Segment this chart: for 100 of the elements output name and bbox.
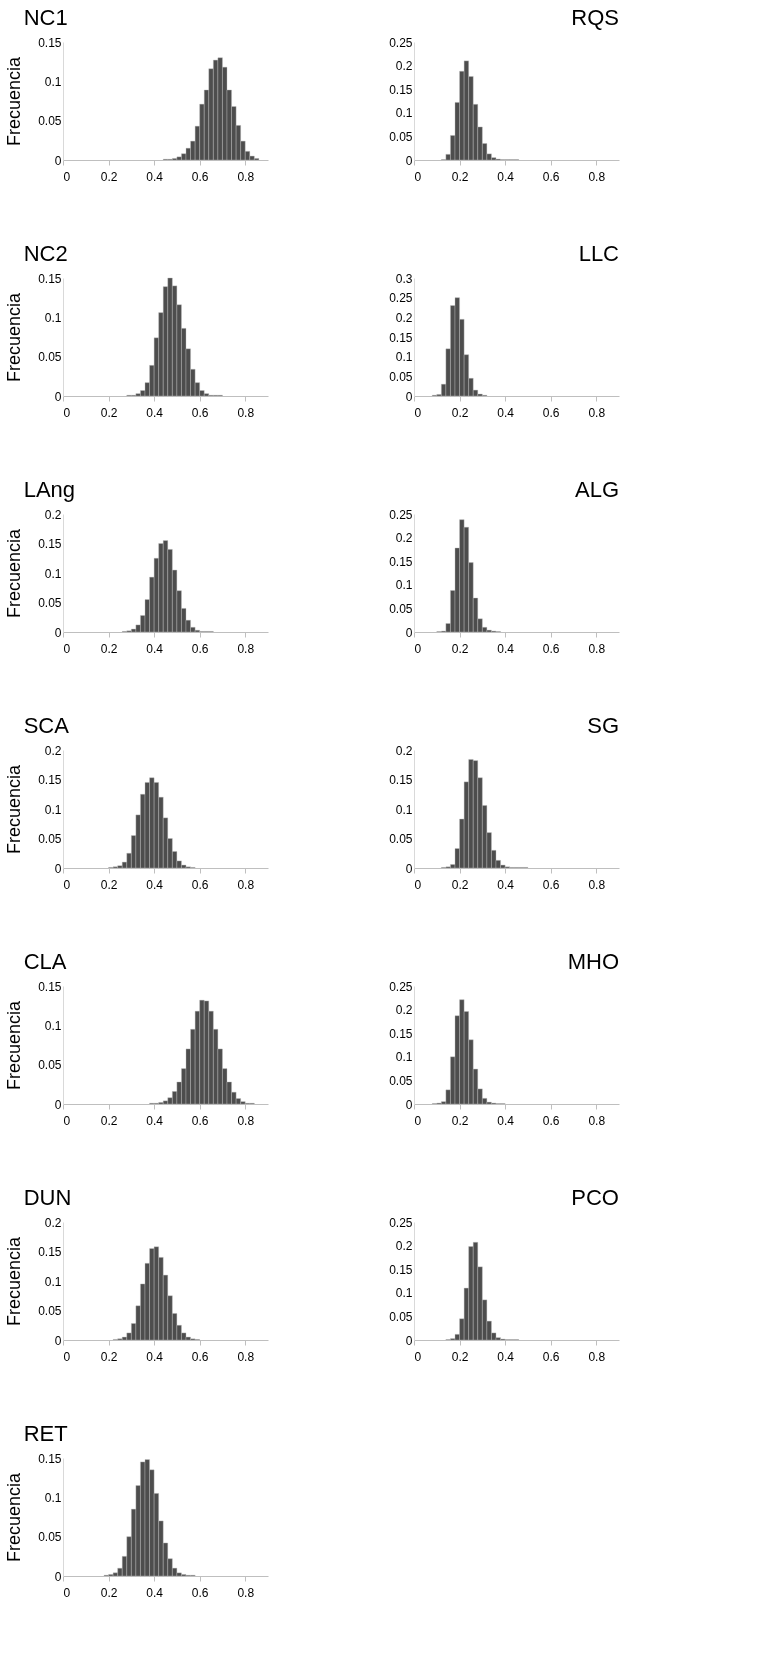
y-tick-label: 0.1 [44,74,62,89]
x-tick-label: 0.8 [588,1113,606,1128]
x-tick-label: 0.4 [497,169,515,184]
x-tick-label: 0.6 [542,877,560,892]
x-tick-label: 0.2 [451,641,469,656]
y-tick-label: 0.1 [44,1490,62,1505]
y-tick-label: 0.2 [44,743,62,758]
y-tick-label: 0.05 [389,369,413,384]
y-tick-label: 0.2 [395,743,413,758]
x-tick-label: 0.2 [451,1113,469,1128]
x-tick-label: 0.8 [237,877,255,892]
y-axis-title: Frecuencia [4,55,25,147]
y-tick-label: 0 [405,153,413,168]
chart-title: ALG [574,477,619,502]
x-tick-label: 0.8 [588,641,606,656]
y-tick-label: 0.15 [38,35,62,50]
chart-title: MHO [567,949,619,974]
y-axis-title: Frecuencia [4,999,25,1091]
x-tick-label: 0.6 [542,169,560,184]
chart-title: CLA [23,949,67,974]
y-tick-label: 0.2 [44,1215,62,1230]
y-tick-label: 0.1 [395,106,413,121]
x-tick-label: 0.2 [100,1585,118,1600]
y-tick-label: 0.05 [389,1309,413,1324]
x-tick-label: 0.2 [100,169,118,184]
x-tick-label: 0.4 [497,641,515,656]
x-tick-label: 0.8 [237,1585,255,1600]
chart-title: NC1 [23,5,68,30]
x-tick-label: 0.8 [588,405,606,420]
x-tick-label: 0.6 [191,169,209,184]
y-tick-label: 0.05 [389,832,413,846]
y-tick-label: 0.25 [389,507,413,522]
y-tick-label: 0.2 [395,59,413,74]
y-tick-label: 0.2 [395,310,413,325]
y-tick-label: 0.05 [38,1304,62,1318]
y-tick-label: 0.25 [389,979,413,994]
y-tick-label: 0 [405,1333,413,1348]
y-tick-label: 0.1 [395,802,413,817]
x-tick-label: 0.2 [100,1113,118,1128]
x-tick-label: 0.8 [237,169,255,184]
y-tick-label: 0.05 [38,114,62,129]
x-tick-label: 0.2 [100,877,118,892]
y-tick-label: 0 [405,389,413,404]
y-tick-label: 0.1 [395,1050,413,1065]
y-tick-label: 0.15 [389,1026,413,1041]
y-tick-label: 0.1 [44,566,62,581]
y-tick-label: 0 [405,861,413,876]
chart-title: RET [23,1421,68,1446]
x-tick-label: 0.2 [451,169,469,184]
y-tick-label: 0.3 [395,271,413,286]
x-tick-label: 0.6 [191,877,209,892]
y-tick-label: 0 [54,1097,62,1112]
y-tick-label: 0.05 [38,350,62,365]
x-tick-label: 0.6 [542,1349,560,1364]
x-tick-label: 0.4 [497,1349,515,1364]
x-tick-label: 0.2 [100,405,118,420]
x-tick-label: 0.8 [588,1349,606,1364]
y-tick-label: 0 [54,153,62,168]
chart-title: LLC [578,241,620,266]
x-tick-label: 0.2 [451,877,469,892]
y-tick-label: 0.05 [389,129,413,144]
y-axis-title: Frecuencia [4,1235,25,1327]
x-tick-label: 0.2 [451,405,469,420]
y-tick-label: 0 [54,1569,62,1584]
chart-title: LAng [23,477,76,502]
x-tick-label: 0.4 [146,405,164,420]
x-tick-label: 0.4 [146,1113,164,1128]
x-tick-label: 0.4 [146,877,164,892]
x-tick-label: 0.6 [191,641,209,656]
y-axis-title: Frecuencia [4,527,25,619]
chart-title: PCO [571,1185,619,1210]
x-tick-label: 0.4 [146,1349,164,1364]
chart-title: DUN [23,1185,72,1210]
y-tick-label: 0.05 [38,596,62,610]
y-tick-label: 0.2 [395,531,413,546]
x-tick-label: 0.8 [237,641,255,656]
x-tick-label: 0.4 [146,1585,164,1600]
x-tick-label: 0.6 [542,1113,560,1128]
y-tick-label: 0.15 [389,330,413,345]
y-tick-label: 0.15 [389,82,413,97]
y-tick-label: 0.15 [389,1262,413,1277]
y-tick-label: 0.15 [38,979,62,994]
y-axis-title: Frecuencia [4,763,25,855]
y-tick-label: 0.15 [38,271,62,286]
y-tick-label: 0 [405,1097,413,1112]
y-tick-label: 0.1 [44,310,62,325]
x-tick-label: 0.4 [497,1113,515,1128]
y-tick-label: 0.05 [389,1073,413,1088]
x-tick-label: 0.6 [191,1585,209,1600]
chart-title: NC2 [23,241,68,266]
x-tick-label: 0.2 [100,1349,118,1364]
y-tick-label: 0.2 [395,1003,413,1018]
y-tick-label: 0 [54,625,62,640]
y-tick-label: 0 [54,861,62,876]
y-tick-label: 0 [54,1333,62,1348]
y-tick-label: 0.15 [38,1451,62,1466]
x-tick-label: 0.8 [237,405,255,420]
y-tick-label: 0.05 [389,601,413,616]
y-tick-label: 0.1 [44,1274,62,1289]
x-tick-label: 0.8 [588,169,606,184]
